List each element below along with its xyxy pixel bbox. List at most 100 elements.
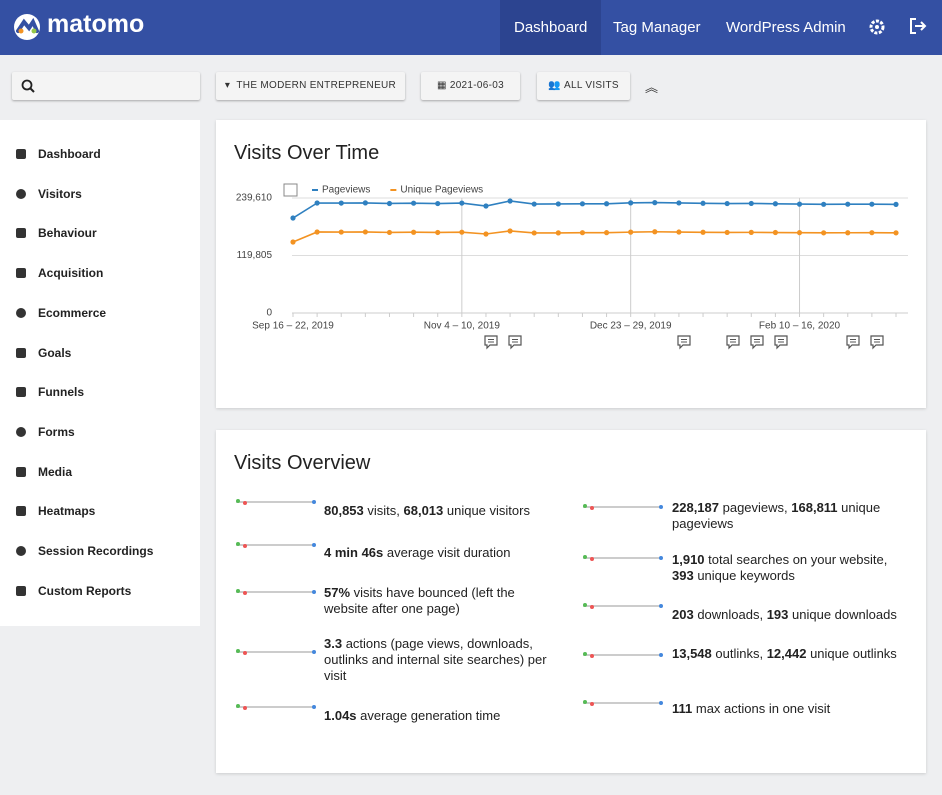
sidebar: Dashboard Visitors Behaviour Acquisition Eco…	[0, 120, 200, 626]
metric-value: 168,811	[791, 500, 838, 515]
data-point	[796, 230, 803, 236]
data-point	[579, 201, 586, 207]
menu-icon	[16, 268, 26, 279]
metric-value: 228,187	[672, 500, 719, 515]
annotation-icon[interactable]	[508, 335, 522, 350]
sparkline-max	[583, 555, 587, 559]
collapse-icon[interactable]: ︽	[645, 80, 659, 95]
chart: 0 119,805 239,610 Sep 16 – 22, 2019 Nov 4 – …	[236, 183, 908, 350]
data-point	[290, 215, 296, 221]
metric-text: average visit duration	[383, 545, 511, 560]
annotation-icon[interactable]	[726, 335, 740, 350]
menu-item[interactable]: Forms	[38, 424, 75, 439]
metric-value: 12,442	[766, 646, 807, 661]
metric-value: 80,853	[324, 503, 364, 518]
sparkline	[236, 649, 316, 655]
sparkline-min	[243, 544, 247, 548]
annotation-icon[interactable]	[870, 335, 884, 350]
menu-item[interactable]: Behaviour	[38, 226, 97, 241]
metric-value: 13,548	[672, 646, 712, 661]
sparkline-min	[590, 557, 594, 561]
settings-icon[interactable]	[868, 18, 886, 36]
metric-value: 203	[672, 607, 694, 622]
metric-value: 57%	[324, 585, 351, 600]
data-point	[652, 229, 658, 235]
data-point	[314, 200, 320, 206]
sparkline	[236, 704, 316, 710]
sparkline	[583, 652, 663, 658]
search-box[interactable]	[12, 72, 200, 100]
sparkline	[583, 555, 663, 561]
annotation-lines	[778, 339, 784, 343]
menu-icon	[16, 466, 26, 477]
nav-item[interactable]: Dashboard	[500, 0, 602, 55]
annotation-icon[interactable]	[774, 335, 788, 350]
data-point	[628, 200, 634, 206]
overview-item: 3.3 actions (page views, downloads, outl…	[324, 636, 559, 684]
data-point	[603, 230, 610, 236]
menu-item[interactable]: Custom Reports	[38, 583, 132, 598]
menu-item[interactable]: Acquisition	[38, 266, 104, 281]
segment-selector[interactable]: 👥 ALL VISITS	[537, 72, 630, 100]
sparkline-last	[659, 556, 663, 560]
data-point	[531, 201, 537, 207]
sparkline	[236, 589, 316, 595]
sparkline-max	[236, 499, 240, 503]
header: matomo Dashboard Tag Manager WordPress A…	[0, 0, 942, 55]
data-point	[338, 229, 344, 235]
x-tick-label: Nov 4 – 10, 2019	[424, 321, 501, 332]
data-point	[435, 229, 441, 236]
sparkline	[583, 700, 663, 706]
annotation-lines	[512, 339, 518, 343]
annotation-icon[interactable]	[484, 335, 498, 350]
sparkline-max	[583, 603, 587, 607]
metric-value: 3.3	[324, 636, 343, 651]
overview-item: 228,187 pageviews, 168,811 unique pagevi…	[672, 500, 912, 532]
metric-text: visits,	[363, 503, 404, 518]
sparkline-max	[236, 649, 240, 653]
annotation-lines	[488, 339, 494, 343]
data-point	[845, 230, 851, 236]
data-point	[652, 200, 658, 206]
metric-text: unique pageviews	[672, 500, 881, 531]
annotation-icon[interactable]	[846, 335, 860, 350]
menu-item[interactable]: Ecommerce	[38, 305, 107, 320]
overview-item: 80,853 visits, 68,013 unique visitors	[324, 503, 559, 519]
metric-value: 111	[672, 701, 693, 716]
menu-item[interactable]: Funnels	[38, 385, 85, 400]
sparkline-max	[583, 652, 587, 656]
site-name: THE MODERN ENTREPRENEUR	[236, 80, 397, 91]
site-selector[interactable]: ▾ THE MODERN ENTREPRENEUR	[216, 72, 405, 100]
metric-text: average generation time	[356, 708, 501, 723]
series-line	[292, 230, 897, 243]
annotation-icon[interactable]	[750, 335, 764, 350]
data-point	[338, 200, 344, 206]
overview-item: 13,548 outlinks, 12,442 unique outlinks	[672, 646, 912, 662]
metric-value: 1,910	[672, 552, 705, 567]
menu-item[interactable]: Heatmaps	[38, 504, 96, 519]
menu-icon	[16, 546, 26, 556]
sparkline-max	[236, 704, 240, 708]
data-point	[483, 231, 489, 237]
date-selector[interactable]: ▦ 2021-06-03	[421, 72, 520, 100]
sparkline-last	[312, 543, 316, 547]
menu-item[interactable]: Media	[38, 464, 73, 479]
sparkline-max	[583, 700, 587, 704]
annotation-icon[interactable]	[677, 335, 691, 350]
menu-item[interactable]: Session Recordings	[38, 544, 154, 558]
metric-value: 1.04s	[324, 708, 357, 723]
menu-item[interactable]: Visitors	[38, 186, 82, 201]
nav-item[interactable]: Tag Manager	[613, 19, 701, 36]
menu-item[interactable]: Dashboard	[38, 147, 101, 161]
menu-item[interactable]: Goals	[38, 345, 72, 360]
overview-item: 4 min 46s average visit duration	[324, 545, 559, 561]
data-point	[483, 203, 489, 209]
data-point	[869, 230, 875, 236]
date: 2021-06-03	[449, 80, 504, 91]
data-point	[459, 200, 465, 206]
data-point	[411, 200, 417, 206]
nav-item[interactable]: WordPress Admin	[726, 19, 846, 36]
card-title: Visits Overview	[234, 452, 371, 474]
logout-icon[interactable]	[909, 17, 929, 35]
